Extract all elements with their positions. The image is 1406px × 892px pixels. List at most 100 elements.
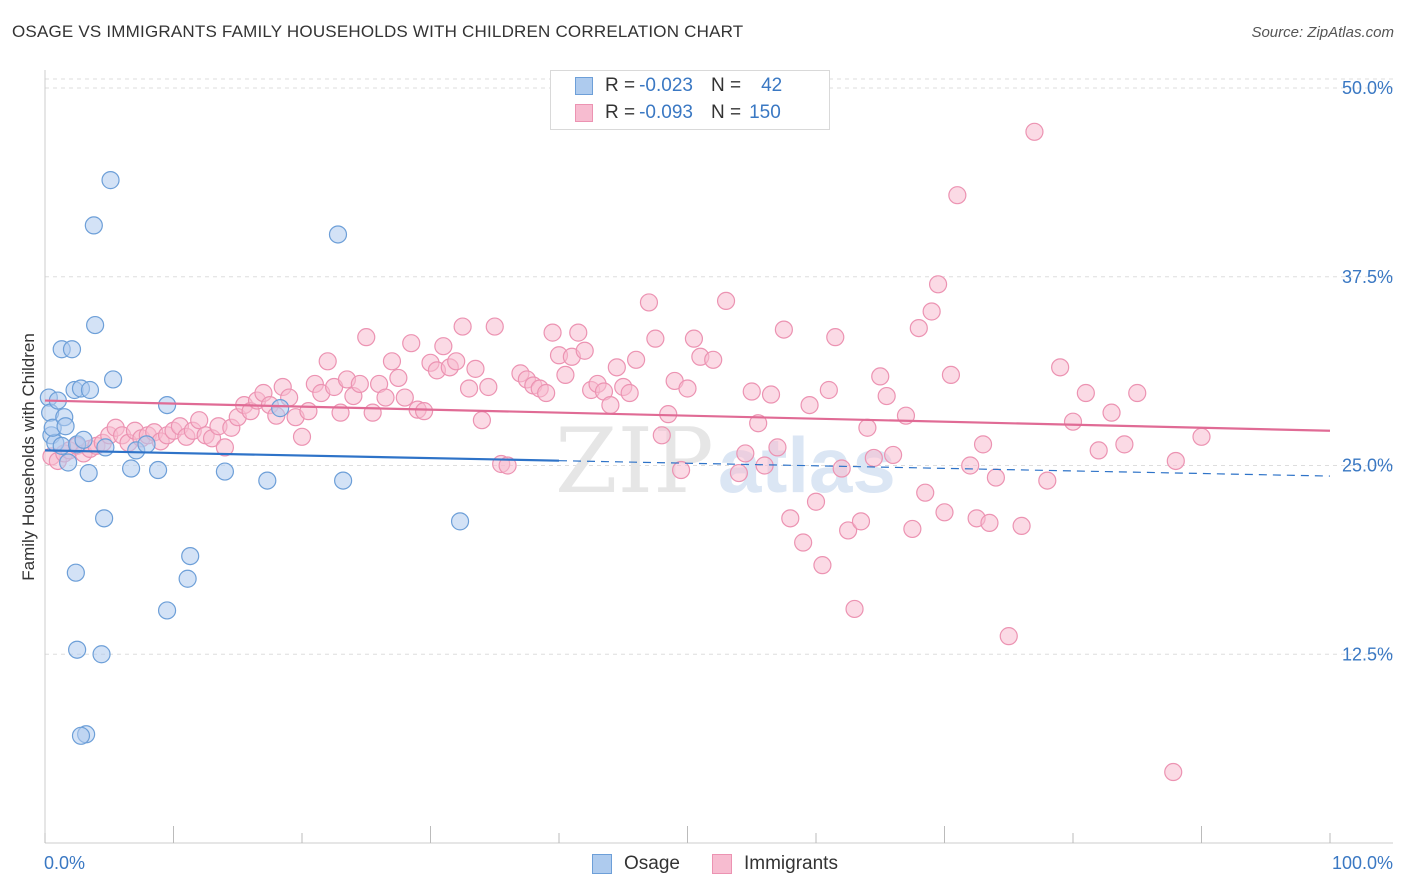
immigrants-point-135 (961, 456, 980, 475)
immigrants-point-86 (601, 396, 620, 415)
immigrants-point-133 (941, 365, 961, 384)
immigrants-point-27 (215, 438, 234, 457)
y-tick-label-3: 50.0% (1342, 78, 1393, 98)
osage-point-37 (334, 471, 353, 490)
immigrants-point-40 (299, 402, 318, 421)
osage-point-40 (92, 645, 111, 664)
legend-row-immigrants: R = -0.093 N = 150 (575, 100, 781, 126)
immigrants-point-53 (382, 352, 402, 371)
osage-legend-swatch-icon (592, 854, 612, 874)
osage-point-24 (66, 563, 85, 582)
immigrants-point-150 (1128, 383, 1147, 403)
osage-point-16 (74, 430, 93, 449)
immigrants-point-125 (883, 445, 903, 465)
immigrants-point-111 (794, 533, 813, 552)
immigrants-point-79 (556, 365, 575, 384)
immigrants-point-131 (928, 275, 948, 294)
immigrants-point-58 (414, 402, 434, 421)
y-tick-label-2: 37.5% (1342, 267, 1393, 287)
immigrants-point-49 (357, 328, 376, 347)
immigrants-point-52 (376, 388, 395, 407)
immigrants-point-143 (1038, 471, 1057, 490)
immigrants-trend-line (44, 399, 1331, 432)
osage-n-label: N = (710, 75, 742, 96)
axis-labels: 12.5% 25.0% 37.5% 50.0% 0.0% 100.0% Family Hou… (19, 78, 1393, 873)
bottom-legend-osage[interactable]: Osage (592, 852, 680, 876)
immigrants-point-50 (363, 403, 382, 422)
immigrants-point-110 (781, 509, 800, 528)
immigrants-point-132 (935, 503, 954, 522)
osage-swatch-icon (575, 77, 593, 95)
osage-point-36 (328, 225, 348, 244)
immigrants-point-120 (851, 512, 871, 531)
immigrants-point-105 (749, 414, 768, 433)
immigrants-point-112 (800, 396, 819, 415)
bottom-legend-immigrants[interactable]: Immigrants (712, 852, 838, 876)
immigrants-point-96 (671, 460, 691, 480)
immigrants-point-137 (973, 435, 993, 454)
immigrants-point-116 (826, 328, 845, 347)
immigrants-point-146 (1076, 383, 1095, 403)
immigrants-point-140 (999, 627, 1018, 646)
osage-point-21 (104, 370, 123, 389)
immigrants-point-108 (768, 438, 787, 457)
legend-row-osage: R = -0.023 N = 42 (575, 73, 782, 99)
immigrants-r-label: R = (605, 102, 636, 123)
immigrants-point-107 (761, 385, 781, 404)
immigrants-point-121 (858, 418, 877, 437)
immigrants-point-90 (626, 350, 646, 369)
immigrants-point-103 (736, 444, 755, 463)
x-tick-label-start: 0.0% (44, 853, 85, 873)
immigrants-point-68 (479, 377, 498, 397)
immigrants-point-151 (1164, 762, 1183, 782)
immigrants-r-value: -0.093 (639, 102, 693, 123)
x-tick-label-end: 100.0% (1332, 853, 1393, 873)
immigrants-point-149 (1115, 435, 1134, 454)
osage-point-26 (137, 435, 156, 454)
osage-r-label: R = (605, 75, 636, 96)
immigrants-point-63 (447, 352, 466, 371)
immigrants-point-100 (704, 350, 723, 369)
immigrants-point-122 (864, 448, 883, 468)
trend-lines (44, 399, 1331, 477)
osage-point-17 (79, 463, 98, 483)
watermark-zip: ZIP (555, 409, 714, 514)
osage-trend-line (44, 449, 560, 462)
immigrants-point-82 (575, 341, 594, 360)
immigrants-point-39 (292, 427, 312, 446)
immigrants-point-153 (1192, 427, 1211, 446)
osage-n-value: 42 (761, 75, 783, 96)
osage-point-38 (450, 512, 470, 531)
osage-point-31 (181, 546, 200, 566)
osage-point-13 (62, 340, 82, 359)
osage-point-18 (86, 315, 105, 335)
immigrants-point-76 (537, 383, 556, 403)
osage-point-23 (96, 438, 115, 457)
immigrants-point-89 (620, 383, 639, 403)
immigrants-point-56 (402, 334, 421, 353)
osage-point-28 (148, 460, 168, 480)
osage-point-39 (68, 640, 87, 659)
immigrants-point-139 (986, 468, 1006, 487)
y-axis-title: Family Households with Children (19, 333, 38, 581)
immigrants-point-91 (639, 293, 659, 312)
immigrants-point-142 (1025, 122, 1044, 141)
immigrants-point-134 (948, 186, 967, 205)
y-tick-label-0: 12.5% (1342, 644, 1393, 664)
immigrants-point-106 (755, 456, 774, 475)
immigrants-point-71 (498, 456, 517, 475)
osage-point-42 (71, 726, 91, 745)
immigrants-point-147 (1089, 441, 1108, 460)
immigrants-point-128 (909, 318, 928, 338)
osage-point-19 (84, 216, 103, 235)
immigrants-point-98 (684, 329, 704, 348)
y-tick-label-1: 25.0% (1342, 456, 1393, 476)
chart-title: OSAGE VS IMMIGRANTS FAMILY HOUSEHOLDS WI… (12, 22, 744, 41)
immigrants-swatch-icon (575, 104, 593, 122)
immigrants-point-130 (922, 302, 941, 321)
osage-point-35 (271, 399, 290, 418)
osage-point-30 (157, 601, 177, 620)
osage-point-34 (258, 471, 277, 490)
immigrants-n-label: N = (710, 102, 742, 123)
